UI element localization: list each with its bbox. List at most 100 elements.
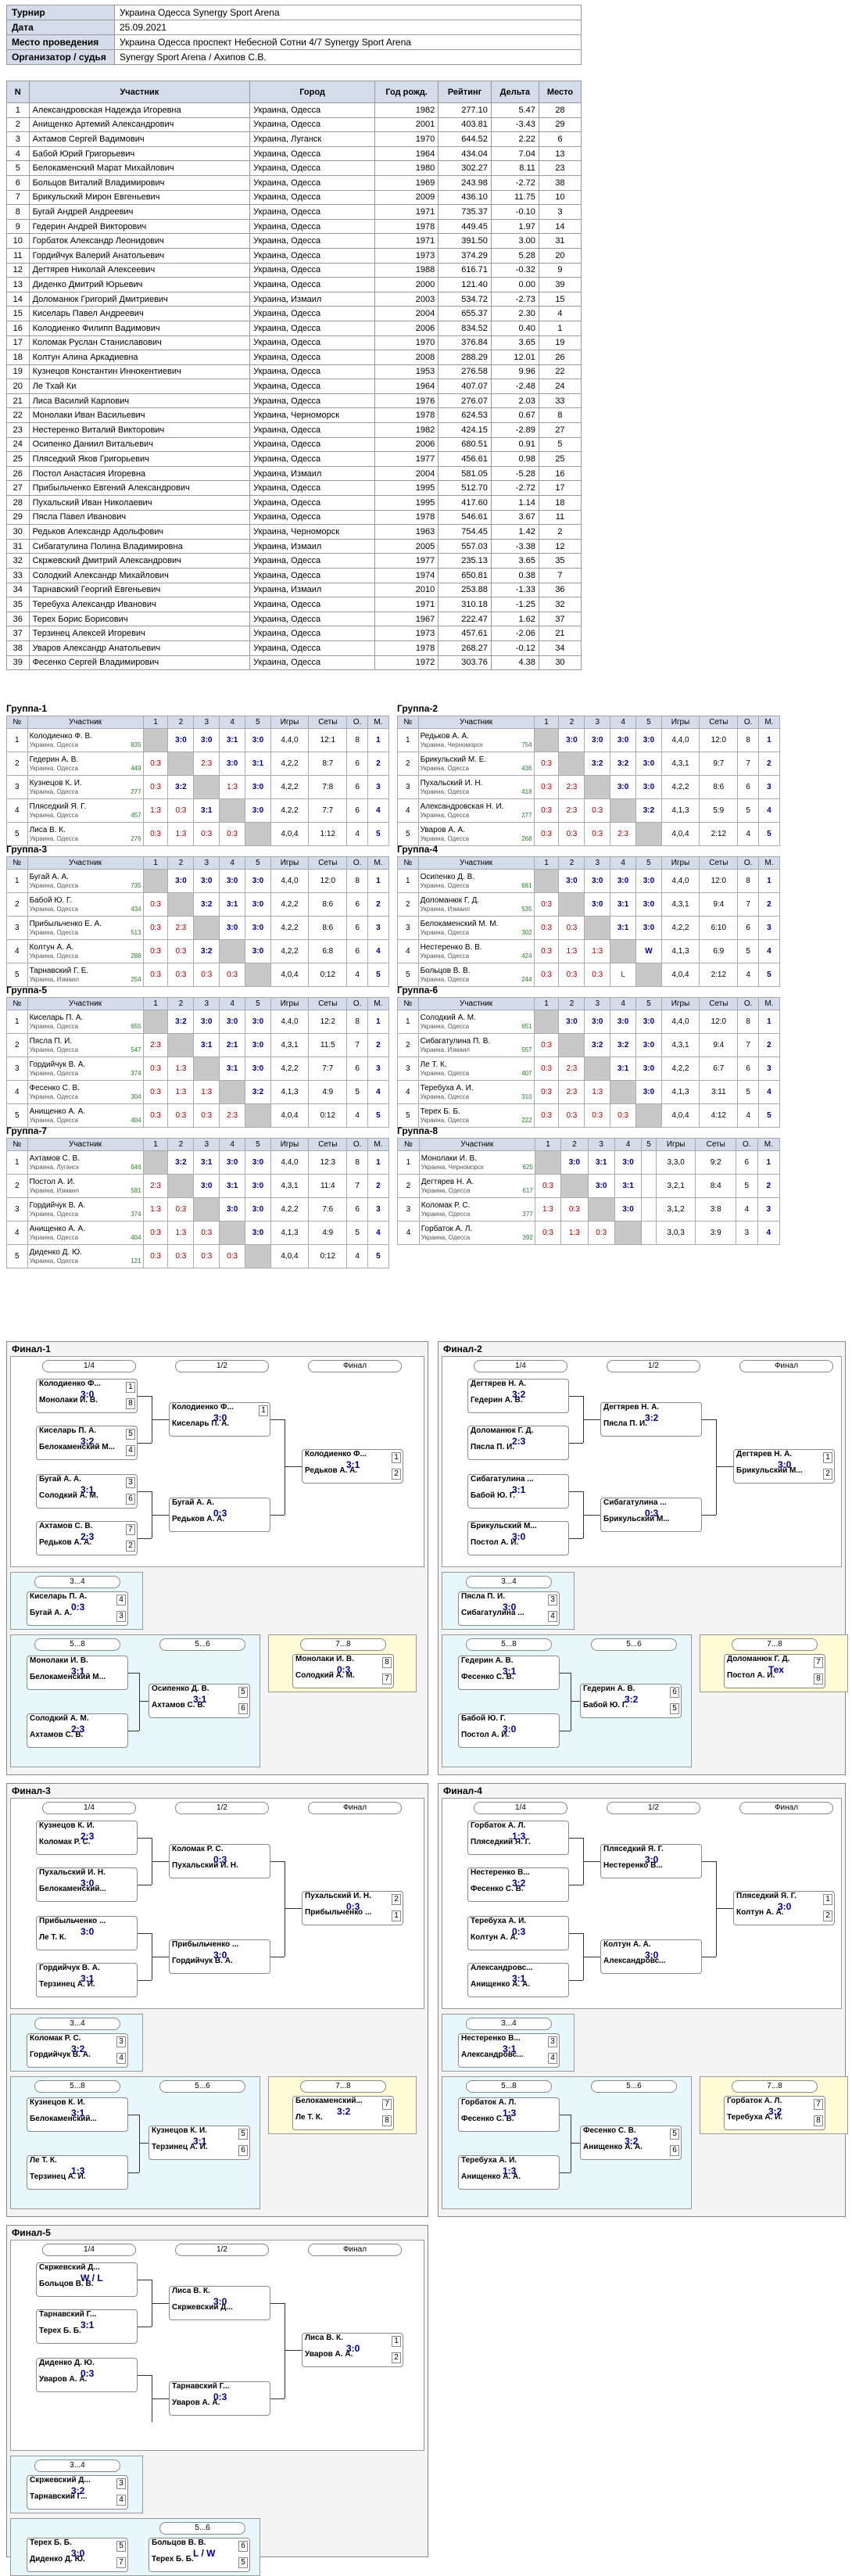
main-bracket: 1/4 1/2 Финал Колодиенко Ф... Монолаки И. В.… [10, 1356, 424, 1567]
group-place: 2 [757, 752, 781, 776]
table-cell: Украина, Одесса [249, 102, 375, 118]
group-header-cell: № [397, 997, 419, 1010]
match-player: Лиса В. К. [302, 2334, 403, 2350]
table-cell: 1995 [374, 480, 439, 497]
match-score: 1:3 [512, 1831, 526, 1842]
place-badge: 7 [126, 1524, 135, 1535]
fifth-eighth-block: 5...8 5...6 Монолаки И. В. Белокаменский М.… [10, 1634, 260, 1767]
round-header: Финал [739, 1360, 833, 1372]
table-cell: 449.45 [438, 218, 492, 235]
table-cell: 243.98 [438, 174, 492, 191]
group-score-cell: 3:0 [245, 1010, 271, 1034]
group-row-number: 4 [6, 1080, 28, 1104]
player-name: Ле Т. К. [295, 2113, 323, 2122]
group-table: № Участник 1 2 3 4 5 Игры Сеты О. М. 1 Киселарь П. А… [6, 997, 390, 1128]
group-score-cell: 3:2 [635, 798, 662, 823]
table-cell: 11 [6, 247, 30, 264]
place-badge: 3 [116, 2036, 126, 2047]
players-header-cell: Год рожд. [374, 81, 439, 103]
match-player: Анищенко А. А. [459, 2172, 559, 2189]
group-header-cell: М. [757, 1138, 780, 1151]
group-row: 5 Лиса В. К. Украина, Одесса 276 0:3 1:3 0:3 0:… [6, 822, 390, 846]
group-score-cell [635, 822, 662, 846]
group-row-number: 1 [6, 1010, 28, 1034]
match-player: Скржевский Д... [170, 2303, 270, 2319]
group-sets: 9:4 [699, 1033, 739, 1057]
participant-name: Осипенко Д. В. [420, 872, 475, 881]
group-header-cell: Сеты [699, 856, 739, 870]
group-place: 2 [367, 1033, 390, 1057]
group-points: 8 [346, 869, 368, 893]
table-cell: 10 [6, 233, 30, 249]
player-name: Редьков А. А. [305, 1466, 358, 1475]
participant-name: Коломак Р. С. [421, 1200, 471, 1210]
table-cell: 0.40 [490, 320, 539, 336]
group-header-cell: Сеты [695, 1138, 737, 1151]
table-row: 31 Сибагатулина Полина Владимировна Украин… [6, 538, 582, 554]
group-score-cell [641, 1174, 657, 1198]
table-cell: 457.61 [438, 626, 492, 641]
group-place: 2 [757, 892, 781, 917]
group-score-cell: 3:0 [245, 1057, 271, 1081]
main-bracket: 1/4 1/2 Финал Дегтярев Н. А. Гедерин А. В. 3:… [442, 1356, 842, 1567]
group-header-row: № Участник 1 2 3 4 5 Игры Сеты О. М. [397, 997, 781, 1010]
table-cell: 456.61 [438, 451, 492, 467]
place-badge: 2 [823, 1469, 832, 1480]
bracket-connector [138, 1933, 152, 1934]
group-row: 2 Сибагатулина П. В. Украина, Измаил 557 0:3… [397, 1033, 781, 1057]
participant-rating: 436 [521, 764, 532, 772]
place-badge: 2 [823, 1910, 832, 1921]
players-header-cell: N [6, 81, 30, 103]
participant-name: Ле Т. К. [420, 1060, 447, 1069]
player-name: Скржевский Д... [39, 2263, 100, 2272]
participant-city: Украина, Измаил 557 [421, 1046, 532, 1054]
group-title: Группа-7 [6, 1125, 48, 1136]
group-title: Группа-8 [397, 1125, 439, 1136]
table-cell: Теребуха Александр Иванович [28, 597, 251, 612]
table-cell: 655.37 [438, 306, 492, 321]
group-row: 1 Киселарь П. А. Украина, Одесса 655 3:2 3:0 3… [6, 1010, 390, 1034]
group-score-cell: 2:3 [167, 916, 195, 940]
bracket-connector [569, 1538, 583, 1539]
group-score-cell: 3:1 [219, 892, 246, 917]
group-header-cell: О. [737, 856, 759, 870]
group-score-cell: 3:2 [167, 1010, 195, 1034]
table-cell: Больцов Виталий Владимирович [28, 174, 251, 191]
player-name: Александровс... [461, 2050, 524, 2059]
participant-city-text: Украина, Одесса [420, 1116, 470, 1124]
place-badge: 7 [382, 1674, 392, 1684]
group-games: 4,4,0 [270, 1010, 310, 1034]
participant-rating: 754 [521, 741, 532, 748]
player-name: Постол А. И. [471, 1538, 519, 1547]
group-games: 4,0,4 [270, 1103, 310, 1128]
match-player: Пляседкий Я. Г. [734, 1892, 834, 1908]
group-games: 4,4,0 [660, 728, 700, 752]
match-score: 3:2 [625, 2136, 639, 2147]
group-row-number: 1 [6, 1150, 28, 1175]
table-cell: Украина, Одесса [249, 174, 375, 191]
group-points: 5 [736, 1174, 758, 1198]
match-player: Анищенко А. А. [468, 1980, 568, 1997]
group-row: 3 Коломак Р. С. Украина, Одесса 377 1:3 0:3 3:… [397, 1197, 780, 1222]
group-points: 5 [737, 939, 759, 963]
bracket-match: Солодкий А. М. Ахтамов С. В. 2:3 [27, 1713, 128, 1748]
table-row: 39 Фесенко Сергей Владимирович Украина, Од… [6, 655, 582, 671]
table-cell: 1977 [374, 553, 439, 569]
table-cell: 35 [6, 597, 30, 612]
table-cell: -2.89 [490, 422, 539, 438]
group-header-cell: Игры [270, 856, 310, 870]
group-place: 2 [367, 892, 390, 917]
participant-rating: 835 [131, 741, 141, 748]
bracket-match: Брикульский М... Постол А. И. 3:0 [467, 1521, 569, 1555]
group-score-cell: 2:3 [142, 1174, 169, 1198]
participant-name: Лиса В. К. [29, 825, 66, 834]
match-score: 3:0 [81, 1389, 95, 1400]
group-place: 1 [757, 1150, 780, 1175]
table-cell: 2006 [374, 436, 439, 453]
group-sets: 7:7 [308, 798, 348, 823]
group-header-cell: Участник [27, 716, 144, 729]
group-score-cell: 3:0 [245, 892, 271, 917]
bracket-match: Дегтярев Н. А. Пясла П. И. 3:2 [600, 1402, 702, 1437]
group-row-number: 4 [397, 798, 419, 823]
label-organizer: Организатор / судья [6, 49, 115, 65]
